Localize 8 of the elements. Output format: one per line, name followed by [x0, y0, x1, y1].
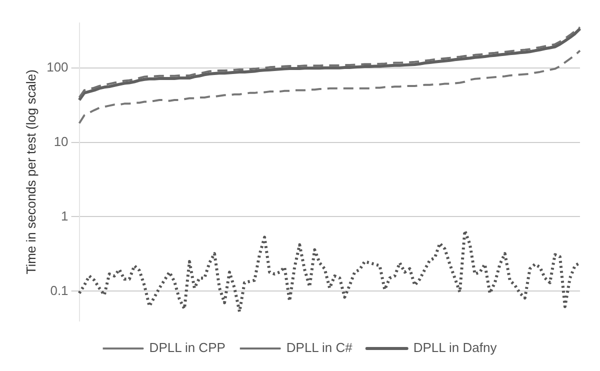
legend-label: DPLL in CPP — [149, 340, 226, 356]
legend-label: DPLL in Dafny — [413, 340, 498, 356]
y-tick-label: 1 — [61, 208, 68, 224]
y-tick-label: 0.1 — [50, 282, 68, 298]
y-axis-title: Time in seconds per test (log scale) — [23, 70, 38, 274]
y-tick-label: 10 — [54, 134, 68, 149]
y-tick-label: 100 — [46, 59, 68, 74]
legend-label: DPLL in C# — [286, 340, 354, 356]
